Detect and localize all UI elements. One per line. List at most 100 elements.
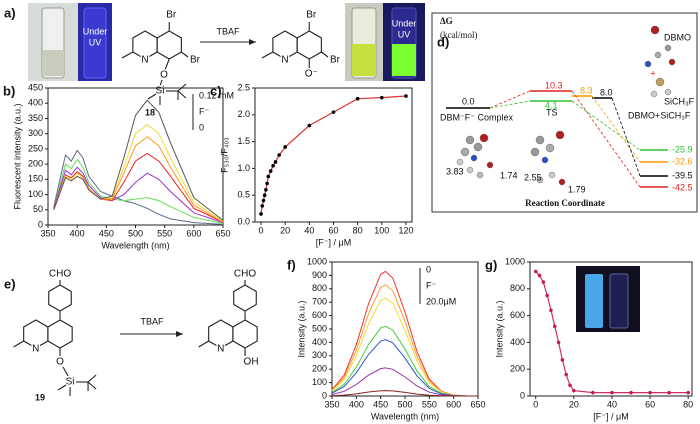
- panel-label: a): [4, 5, 16, 20]
- y-tick-label: 900: [312, 270, 327, 280]
- series-line: [331, 390, 478, 397]
- x-tick-label: 80: [353, 225, 363, 235]
- energy-label: 8.0: [600, 87, 613, 97]
- y-tick-label: 400: [510, 337, 525, 347]
- reagent: TBAF: [140, 316, 164, 326]
- y-tick-label: 250: [28, 143, 43, 153]
- data-point: [307, 123, 312, 128]
- y-tick-label: 400: [28, 98, 43, 108]
- data-point: [533, 269, 538, 274]
- x-tick-label: 400: [70, 228, 85, 238]
- plus: +: [650, 68, 655, 78]
- atom: Si: [156, 86, 165, 97]
- atom: O⁻: [305, 69, 318, 80]
- reagent: TBAF: [216, 26, 240, 36]
- x-tick-label: 650: [215, 228, 230, 238]
- y-axis-title: Intensity (a.u.): [296, 300, 306, 357]
- y-tick-label: 800: [510, 283, 525, 293]
- atom: O: [160, 70, 168, 81]
- panel-label: e): [4, 276, 16, 291]
- data-point: [564, 372, 569, 377]
- x-tick-label: 650: [470, 399, 485, 409]
- data-point: [541, 280, 546, 284]
- photo-text: Under: [392, 18, 417, 28]
- bond: [261, 51, 274, 59]
- y-tick-label: 0.5: [237, 190, 250, 200]
- y-tick-label: 400: [312, 337, 327, 347]
- atom: O: [56, 357, 64, 368]
- axis-title: ΔG: [440, 16, 453, 26]
- atom: N: [141, 55, 148, 66]
- data-point: [265, 181, 269, 186]
- y-tick-label: 1.5: [237, 136, 250, 146]
- x-tick-label: 20: [280, 225, 290, 235]
- data-point: [404, 94, 408, 98]
- axis-title: Reaction Coordinate: [525, 198, 605, 208]
- x-tick-label: 450: [99, 228, 114, 238]
- bond: [296, 30, 322, 60]
- atom: Si: [66, 377, 75, 388]
- bond: [121, 51, 134, 59]
- bond: [47, 319, 73, 349]
- data-point: [667, 390, 671, 395]
- energy-diagram: [446, 90, 668, 188]
- x-tick-label: 500: [397, 399, 412, 409]
- x-tick-label: 60: [645, 399, 655, 409]
- x-tick-label: 350: [40, 228, 55, 238]
- y-tick-label: 300: [312, 350, 327, 360]
- species-label: SiCH₃F: [664, 96, 695, 106]
- data-point: [355, 96, 360, 101]
- bond: [57, 384, 67, 391]
- series-line: [53, 152, 224, 223]
- y-tick-label: 150: [28, 174, 43, 184]
- x-tick-label: 120: [398, 225, 413, 235]
- arrow-head: [249, 39, 256, 45]
- compound-number: 18: [145, 107, 155, 117]
- x-tick-label: 0: [259, 225, 264, 235]
- y-tick-label: 0.0: [237, 216, 250, 226]
- series-line: [331, 367, 478, 397]
- y-tick-label: 1000: [505, 256, 525, 266]
- photo-left: [28, 3, 112, 81]
- data-point: [572, 388, 576, 393]
- bond: [181, 51, 189, 58]
- energy-label: 4.1: [545, 100, 558, 110]
- y-tick-label: 0: [38, 219, 43, 229]
- species-label: DBMO: [664, 32, 691, 42]
- energy-label: -39.5: [672, 170, 693, 180]
- y-tick-label: 500: [312, 323, 327, 333]
- data-point: [262, 193, 267, 197]
- x-tick-label: 0: [533, 399, 538, 409]
- data-point: [268, 169, 273, 173]
- inset-photo: [576, 266, 640, 332]
- data-point: [537, 273, 542, 278]
- energy-label: 8.3: [580, 85, 593, 95]
- panel-label: f): [287, 257, 296, 272]
- data-point: [283, 145, 287, 149]
- compound-number: 19: [35, 392, 45, 402]
- annotation: 0: [199, 122, 204, 132]
- energy-label: 0.0: [462, 96, 475, 106]
- y-tick-label: 350: [28, 113, 43, 123]
- data-point: [568, 383, 572, 388]
- data-point: [277, 153, 281, 157]
- bond: [177, 90, 187, 99]
- x-axis-title: [F⁻] / μM: [316, 237, 351, 247]
- x-tick-label: 500: [128, 228, 143, 238]
- series-line: [53, 123, 224, 222]
- photo-text: UV: [398, 29, 411, 39]
- data-point: [331, 110, 336, 114]
- y-tick-label: 600: [510, 310, 525, 320]
- species-label: TS: [546, 107, 558, 117]
- energy-label: 10.3: [545, 80, 563, 90]
- annotation: 20.0μM: [426, 296, 456, 306]
- x-tick-label: 60: [328, 225, 338, 235]
- panel-label: c): [210, 83, 222, 98]
- data-point: [552, 324, 557, 329]
- bond: [62, 366, 69, 377]
- bond: [147, 93, 157, 100]
- arrow-head: [176, 331, 183, 337]
- y-axis-title: Fluorescent intensity (a.u.): [12, 103, 22, 209]
- molecule-models: [456, 25, 676, 186]
